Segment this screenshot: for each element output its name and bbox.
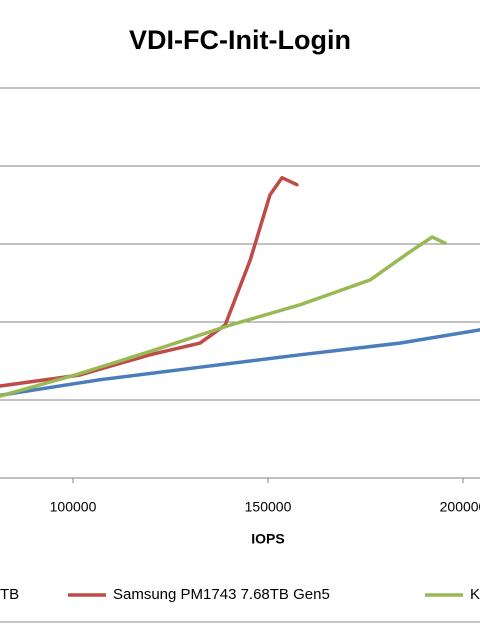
chart-title: VDI-FC-Init-Login bbox=[129, 25, 351, 55]
x-axis-title: IOPS bbox=[251, 531, 284, 547]
series-line bbox=[0, 235, 447, 398]
x-tick-label: 100000 bbox=[50, 499, 97, 515]
x-tick-label: 150000 bbox=[245, 499, 292, 515]
x-tick-label: 200000 bbox=[440, 499, 480, 515]
legend-label: TB bbox=[0, 586, 19, 603]
legend-label: Samsung PM1743 7.68TB Gen5 bbox=[113, 586, 330, 603]
legend-label: K bbox=[470, 586, 480, 603]
series-line bbox=[0, 328, 480, 398]
series-line bbox=[0, 175, 299, 388]
